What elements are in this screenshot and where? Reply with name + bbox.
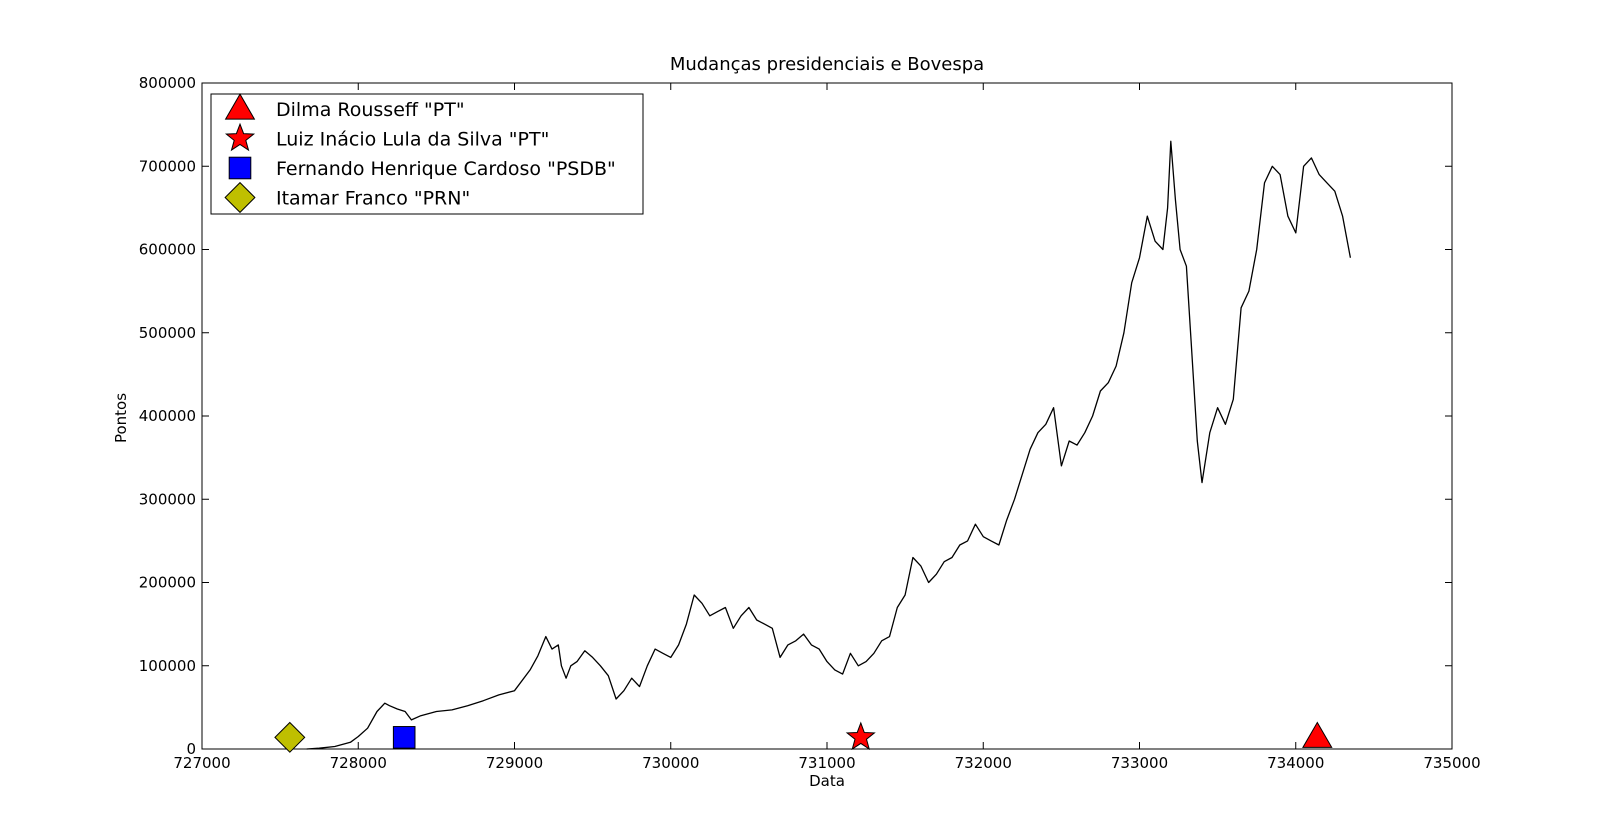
series-layer xyxy=(306,140,1352,750)
x-tick-label: 731000 xyxy=(798,754,855,772)
y-axis-label: Pontos xyxy=(112,393,130,443)
y-tick-label: 0 xyxy=(186,740,196,758)
x-tick-label: 735000 xyxy=(1423,754,1480,772)
series-line-0 xyxy=(306,140,1352,750)
legend-entry-label: Dilma Rousseff "PT" xyxy=(276,99,465,121)
x-tick-label: 730000 xyxy=(642,754,699,772)
y-axis: 0 100000 200000 300000 400000 500000 600000 700… xyxy=(139,74,1452,758)
legend: Dilma Rousseff "PT" Luiz Inácio Lula da S… xyxy=(210,93,644,215)
legend-entry-label: Itamar Franco "PRN" xyxy=(276,188,470,210)
marker-diamond xyxy=(274,721,306,753)
y-tick-label: 200000 xyxy=(139,574,196,592)
y-tick-label: 500000 xyxy=(139,324,196,342)
marker-square xyxy=(392,726,416,749)
marker-star xyxy=(845,721,876,751)
legend-entry-label: Luiz Inácio Lula da Silva "PT" xyxy=(276,129,549,151)
x-axis: 727000 728000 729000 730000 731000 732000 7330… xyxy=(173,83,1481,772)
y-tick-label: 600000 xyxy=(139,241,196,259)
legend-box xyxy=(210,93,644,215)
chart-title: Mudanças presidenciais e Bovespa xyxy=(670,54,984,75)
y-tick-label: 300000 xyxy=(139,490,196,508)
x-tick-label: 727000 xyxy=(173,754,230,772)
x-tick-label: 729000 xyxy=(486,754,543,772)
x-tick-label: 734000 xyxy=(1267,754,1324,772)
marker-triangle xyxy=(1302,721,1333,748)
y-tick-label: 700000 xyxy=(139,157,196,175)
y-tick-label: 400000 xyxy=(139,407,196,425)
y-tick-label: 100000 xyxy=(139,657,196,675)
y-tick-label: 800000 xyxy=(139,74,196,92)
x-tick-label: 733000 xyxy=(1111,754,1168,772)
legend-marker-triangle xyxy=(224,93,256,120)
legend-marker-diamond xyxy=(224,181,256,214)
marker-layer xyxy=(274,721,1333,753)
x-tick-label: 732000 xyxy=(955,754,1012,772)
x-axis-label: Data xyxy=(809,772,845,790)
x-tick-label: 728000 xyxy=(330,754,387,772)
legend-entry-label: Fernando Henrique Cardoso "PSDB" xyxy=(276,158,616,180)
legend-marker-star xyxy=(224,122,256,152)
legend-marker-square xyxy=(228,156,252,180)
